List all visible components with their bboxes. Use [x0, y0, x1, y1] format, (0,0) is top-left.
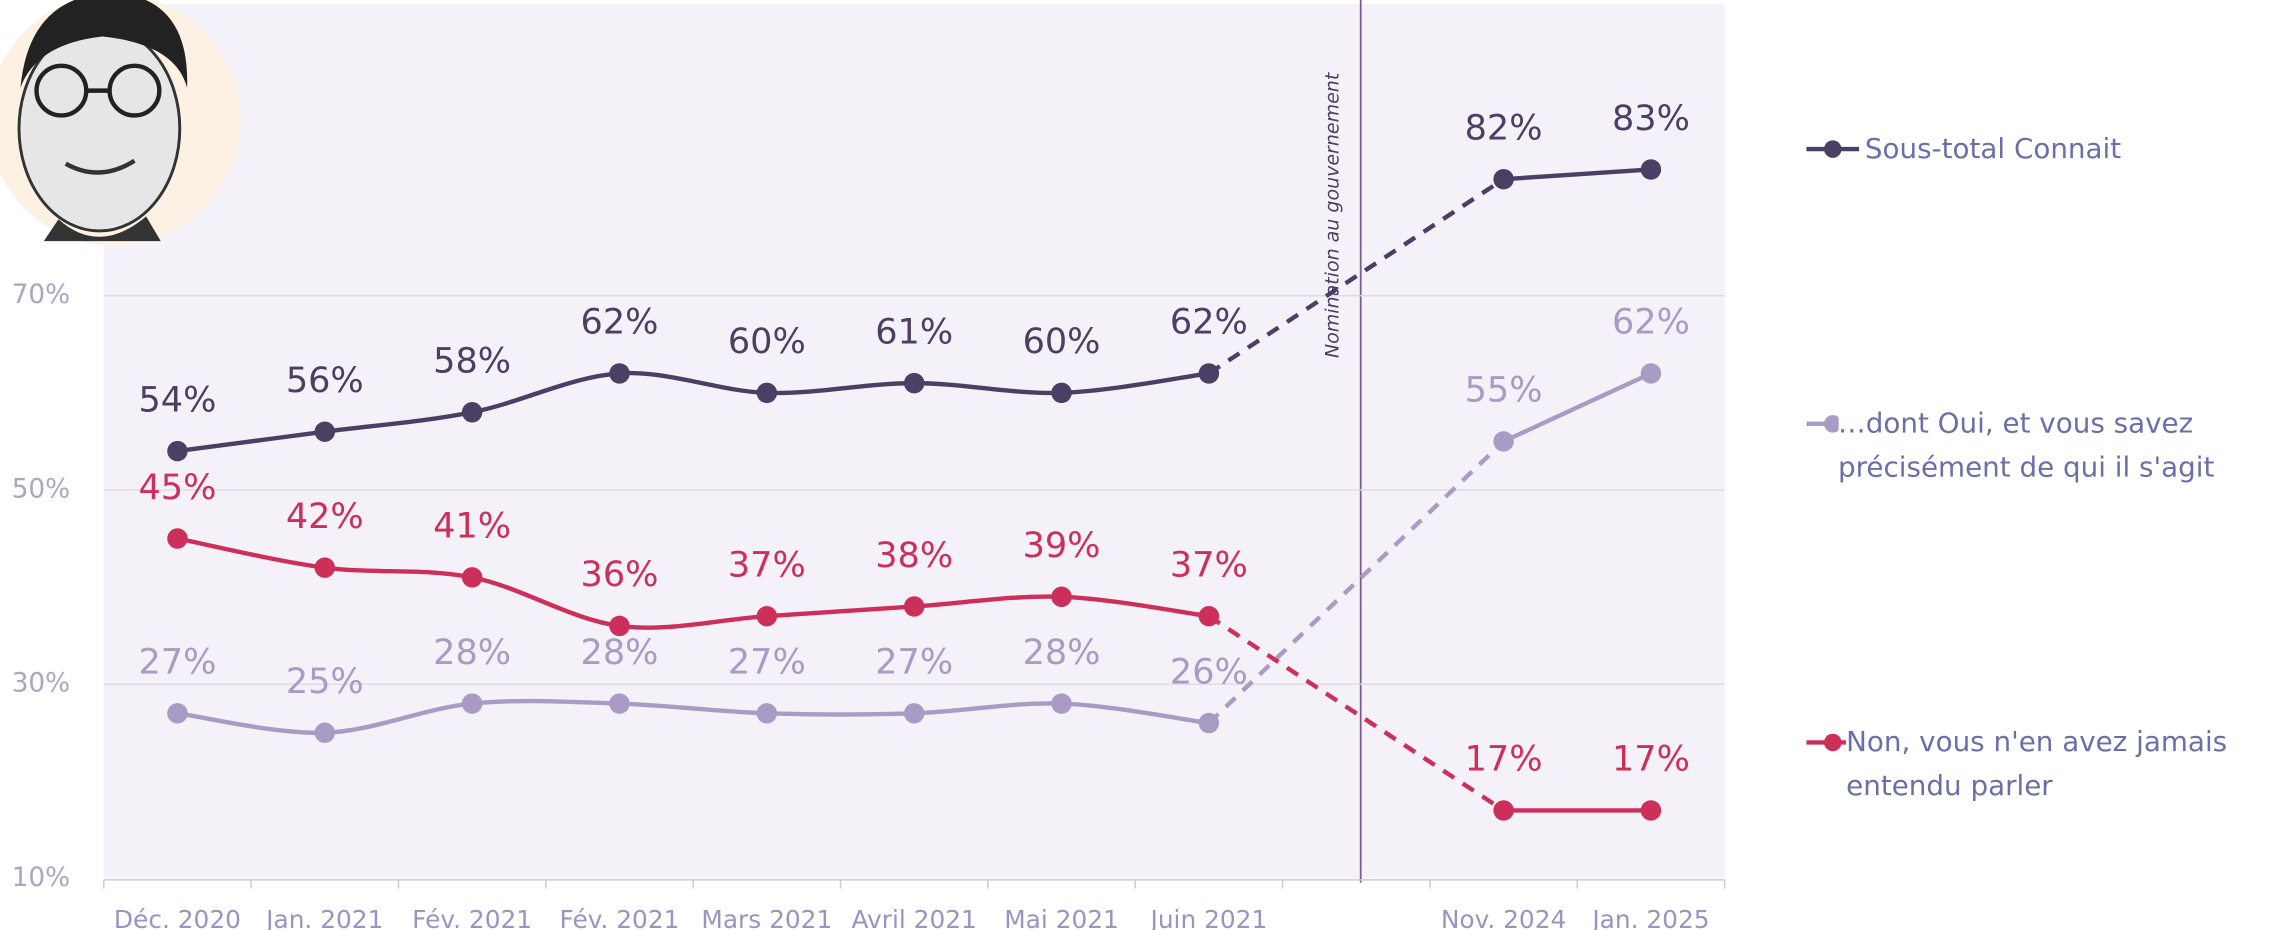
data-label: 56%	[286, 360, 364, 401]
legend-item: Non, vous n'en avez jamais entendu parle…	[1801, 721, 2269, 809]
data-label: 38%	[875, 535, 953, 576]
data-point	[1493, 168, 1514, 190]
data-label: 28%	[433, 632, 511, 673]
data-label: 60%	[1023, 321, 1101, 362]
data-point	[1198, 712, 1220, 734]
data-label: 58%	[433, 341, 511, 382]
data-label: 27%	[875, 642, 953, 683]
data-label: 41%	[433, 506, 511, 547]
data-point	[903, 596, 925, 617]
legend-label: Non, vous n'en avez jamais entendu parle…	[1846, 726, 2228, 803]
data-label: 27%	[138, 642, 216, 683]
data-point	[461, 567, 483, 588]
legend-item: …dont Oui, et vous savez précisément de …	[1801, 402, 2269, 490]
data-point	[1198, 363, 1220, 384]
data-label: 28%	[581, 632, 659, 673]
data-label: 27%	[728, 642, 806, 683]
x-tick-label: Mars 2021	[701, 905, 832, 930]
data-point	[314, 557, 336, 578]
data-point	[1493, 800, 1514, 821]
x-tick-label: Juin 2021	[1149, 905, 1268, 930]
data-point	[314, 421, 336, 442]
x-tick-label: Mai 2021	[1004, 905, 1119, 930]
data-point	[1051, 586, 1072, 608]
data-point	[1640, 800, 1662, 821]
data-label: 37%	[1170, 545, 1248, 586]
event-annotation: Nomination au gouvernement	[1321, 71, 1343, 358]
data-label: 25%	[286, 661, 364, 702]
data-point	[314, 722, 336, 743]
data-point	[756, 605, 778, 627]
data-point	[1051, 693, 1072, 714]
data-label: 82%	[1465, 108, 1543, 149]
data-label: 62%	[1170, 302, 1248, 343]
legend-swatch	[1806, 140, 1860, 158]
data-label: 37%	[728, 545, 806, 586]
data-point	[609, 615, 630, 637]
data-point	[903, 703, 925, 724]
y-tick-label: 50%	[12, 474, 70, 504]
series-line	[177, 698, 1210, 735]
data-point	[756, 382, 778, 404]
data-label: 83%	[1612, 98, 1690, 139]
data-point	[167, 440, 188, 462]
gap-connector	[1207, 177, 1505, 376]
data-point	[609, 693, 630, 714]
portrait	[0, 0, 240, 246]
data-point	[609, 363, 630, 384]
legend-swatch	[1806, 415, 1838, 433]
x-tick-label: Fév. 2021	[560, 905, 680, 930]
y-tick-label: 10%	[12, 863, 70, 893]
data-label: 28%	[1023, 632, 1101, 673]
plot-background	[103, 4, 1725, 879]
series-line	[177, 370, 1210, 454]
x-tick-label: Avril 2021	[852, 905, 977, 930]
gap-connector	[1207, 614, 1505, 813]
data-label: 54%	[138, 379, 216, 420]
series-line	[1502, 371, 1652, 444]
legend-swatch	[1806, 733, 1847, 752]
series-line	[1503, 167, 1652, 182]
data-point	[461, 402, 483, 423]
data-label: 17%	[1465, 739, 1543, 780]
data-point	[1493, 431, 1514, 452]
legend: Sous-total Connait …dont Oui, et vous sav…	[1801, 127, 2269, 809]
data-label: 45%	[138, 467, 216, 508]
x-tick-label: Nov. 2024	[1441, 905, 1566, 930]
data-label: 36%	[581, 554, 659, 595]
y-tick-label: 30%	[12, 669, 70, 699]
data-label: 39%	[1023, 525, 1101, 566]
legend-label: …dont Oui, et vous savez précisément de …	[1837, 407, 2215, 484]
data-label: 62%	[1612, 302, 1690, 343]
series-line	[177, 536, 1210, 630]
x-tick-label: Jan. 2021	[264, 905, 383, 930]
data-point	[1198, 605, 1220, 627]
data-label: 17%	[1612, 739, 1690, 780]
data-point	[461, 693, 483, 714]
data-point	[1640, 159, 1662, 180]
data-point	[756, 703, 778, 724]
data-point	[903, 372, 925, 394]
data-label: 55%	[1465, 370, 1543, 411]
x-tick-label: Déc. 2020	[114, 905, 241, 930]
x-tick-label: Fév. 2021	[412, 905, 532, 930]
data-label: 60%	[728, 321, 806, 362]
data-point	[167, 528, 188, 549]
data-point	[167, 703, 188, 724]
data-label: 62%	[581, 302, 659, 343]
x-tick-label: Jan. 2025	[1590, 905, 1709, 930]
data-point	[1640, 363, 1662, 384]
data-label: 61%	[875, 311, 953, 352]
legend-item: Sous-total Connait	[1801, 127, 2269, 171]
data-label: 42%	[286, 496, 364, 537]
data-point	[1051, 382, 1072, 404]
legend-label: Sous-total Connait	[1864, 133, 2122, 166]
data-label: 26%	[1170, 651, 1248, 692]
y-tick-label: 70%	[12, 280, 70, 310]
gap-connector	[1207, 439, 1506, 725]
